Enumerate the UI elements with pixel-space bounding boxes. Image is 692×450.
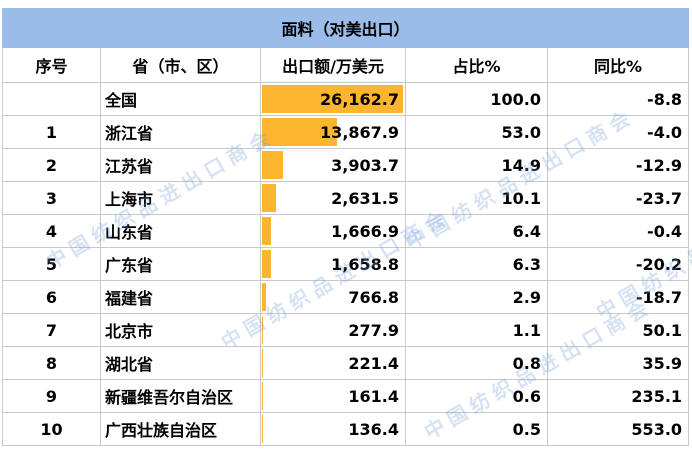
row-index: 9 [2, 379, 101, 413]
row-province: 福建省 [100, 280, 261, 314]
row-share: 10.1 [405, 181, 548, 215]
row-yoy: -0.4 [546, 214, 690, 248]
row-yoy: -8.8 [546, 82, 690, 116]
row-province: 山东省 [100, 214, 261, 248]
header-yoy: 同比% [546, 47, 690, 83]
row-share: 53.0 [405, 115, 548, 149]
row-index: 1 [2, 115, 101, 149]
table-row: 2 江苏省 3,903.7 14.9 -12.9 [2, 148, 690, 182]
row-export-value: 161.4 [348, 386, 399, 406]
row-index: 5 [2, 247, 101, 281]
row-share: 0.5 [405, 412, 548, 446]
table-row: 4 山东省 1,666.9 6.4 -0.4 [2, 214, 690, 248]
table-row: 全国 26,162.7 100.0 -8.8 [2, 82, 690, 116]
export-data-bar [262, 250, 271, 278]
table-title: 面料（对美出口） [1, 8, 690, 48]
export-table: 面料（对美出口） 序号 省（市、区） 出口额/万美元 占比% 同比% 全国 26,… [1, 8, 690, 446]
row-share: 6.3 [405, 247, 548, 281]
row-export-cell: 766.8 [260, 280, 406, 314]
table-row: 3 上海市 2,631.5 10.1 -23.7 [2, 181, 690, 215]
row-export-value: 13,867.9 [320, 122, 399, 142]
row-province: 全国 [100, 82, 261, 116]
row-share: 14.9 [405, 148, 548, 182]
row-province: 湖北省 [100, 346, 261, 380]
row-share: 0.8 [405, 346, 548, 380]
row-export-value: 136.4 [348, 419, 399, 439]
row-export-value: 766.8 [348, 287, 399, 307]
row-export-cell: 1,658.8 [260, 247, 406, 281]
row-share: 2.9 [405, 280, 548, 314]
row-index: 8 [2, 346, 101, 380]
row-index: 4 [2, 214, 101, 248]
export-data-bar [262, 283, 267, 311]
table-row: 9 新疆维吾尔自治区 161.4 0.6 235.1 [2, 379, 690, 413]
row-index: 3 [2, 181, 101, 215]
header-index: 序号 [2, 47, 101, 83]
row-province: 江苏省 [100, 148, 261, 182]
row-export-cell: 277.9 [260, 313, 406, 347]
header-share: 占比% [405, 47, 548, 83]
row-export-cell: 136.4 [260, 412, 406, 446]
table-row: 8 湖北省 221.4 0.8 35.9 [2, 346, 690, 380]
row-yoy: -20.2 [546, 247, 690, 281]
row-yoy: -12.9 [546, 148, 690, 182]
row-share: 0.6 [405, 379, 548, 413]
export-data-bar [262, 316, 264, 344]
row-export-cell: 13,867.9 [260, 115, 406, 149]
row-index [2, 82, 101, 116]
row-province: 广东省 [100, 247, 261, 281]
header-export: 出口额/万美元 [260, 47, 406, 83]
table-row: 6 福建省 766.8 2.9 -18.7 [2, 280, 690, 314]
row-share: 100.0 [405, 82, 548, 116]
row-export-cell: 3,903.7 [260, 148, 406, 182]
row-province: 北京市 [100, 313, 261, 347]
export-data-bar [262, 415, 263, 443]
row-export-value: 1,666.9 [331, 221, 399, 241]
row-yoy: -4.0 [546, 115, 690, 149]
row-export-cell: 221.4 [260, 346, 406, 380]
row-export-value: 1,658.8 [331, 254, 399, 274]
row-export-cell: 1,666.9 [260, 214, 406, 248]
table-row: 5 广东省 1,658.8 6.3 -20.2 [2, 247, 690, 281]
row-yoy: -18.7 [546, 280, 690, 314]
row-export-value: 221.4 [348, 353, 399, 373]
table-row: 7 北京市 277.9 1.1 50.1 [2, 313, 690, 347]
row-province: 广西壮族自治区 [100, 412, 261, 446]
row-index: 7 [2, 313, 101, 347]
export-data-bar [262, 349, 264, 377]
row-yoy: 35.9 [546, 346, 690, 380]
row-share: 1.1 [405, 313, 548, 347]
row-index: 2 [2, 148, 101, 182]
export-data-bar [262, 85, 403, 113]
row-export-cell: 2,631.5 [260, 181, 406, 215]
row-export-value: 277.9 [348, 320, 399, 340]
row-province: 上海市 [100, 181, 261, 215]
row-yoy: 235.1 [546, 379, 690, 413]
row-export-value: 2,631.5 [331, 188, 399, 208]
export-data-bar [262, 217, 271, 245]
row-province: 新疆维吾尔自治区 [100, 379, 261, 413]
table-row: 1 浙江省 13,867.9 53.0 -4.0 [2, 115, 690, 149]
export-data-bar [262, 382, 263, 410]
row-index: 10 [2, 412, 101, 446]
row-yoy: 553.0 [546, 412, 690, 446]
row-province: 浙江省 [100, 115, 261, 149]
export-data-bar [262, 184, 277, 212]
row-index: 6 [2, 280, 101, 314]
row-export-value: 3,903.7 [331, 155, 399, 175]
row-export-value: 26,162.7 [320, 89, 399, 109]
row-share: 6.4 [405, 214, 548, 248]
export-data-bar [262, 118, 337, 146]
row-yoy: 50.1 [546, 313, 690, 347]
header-province: 省（市、区） [100, 47, 261, 83]
row-yoy: -23.7 [546, 181, 690, 215]
header-row: 序号 省（市、区） 出口额/万美元 占比% 同比% [2, 47, 690, 83]
export-data-bar [262, 151, 284, 179]
row-export-cell: 26,162.7 [260, 82, 406, 116]
row-export-cell: 161.4 [260, 379, 406, 413]
table-row: 10 广西壮族自治区 136.4 0.5 553.0 [2, 412, 690, 446]
